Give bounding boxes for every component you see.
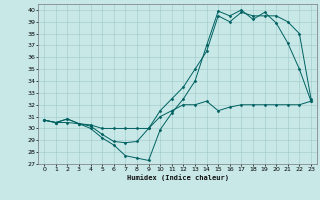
X-axis label: Humidex (Indice chaleur): Humidex (Indice chaleur): [127, 174, 228, 181]
